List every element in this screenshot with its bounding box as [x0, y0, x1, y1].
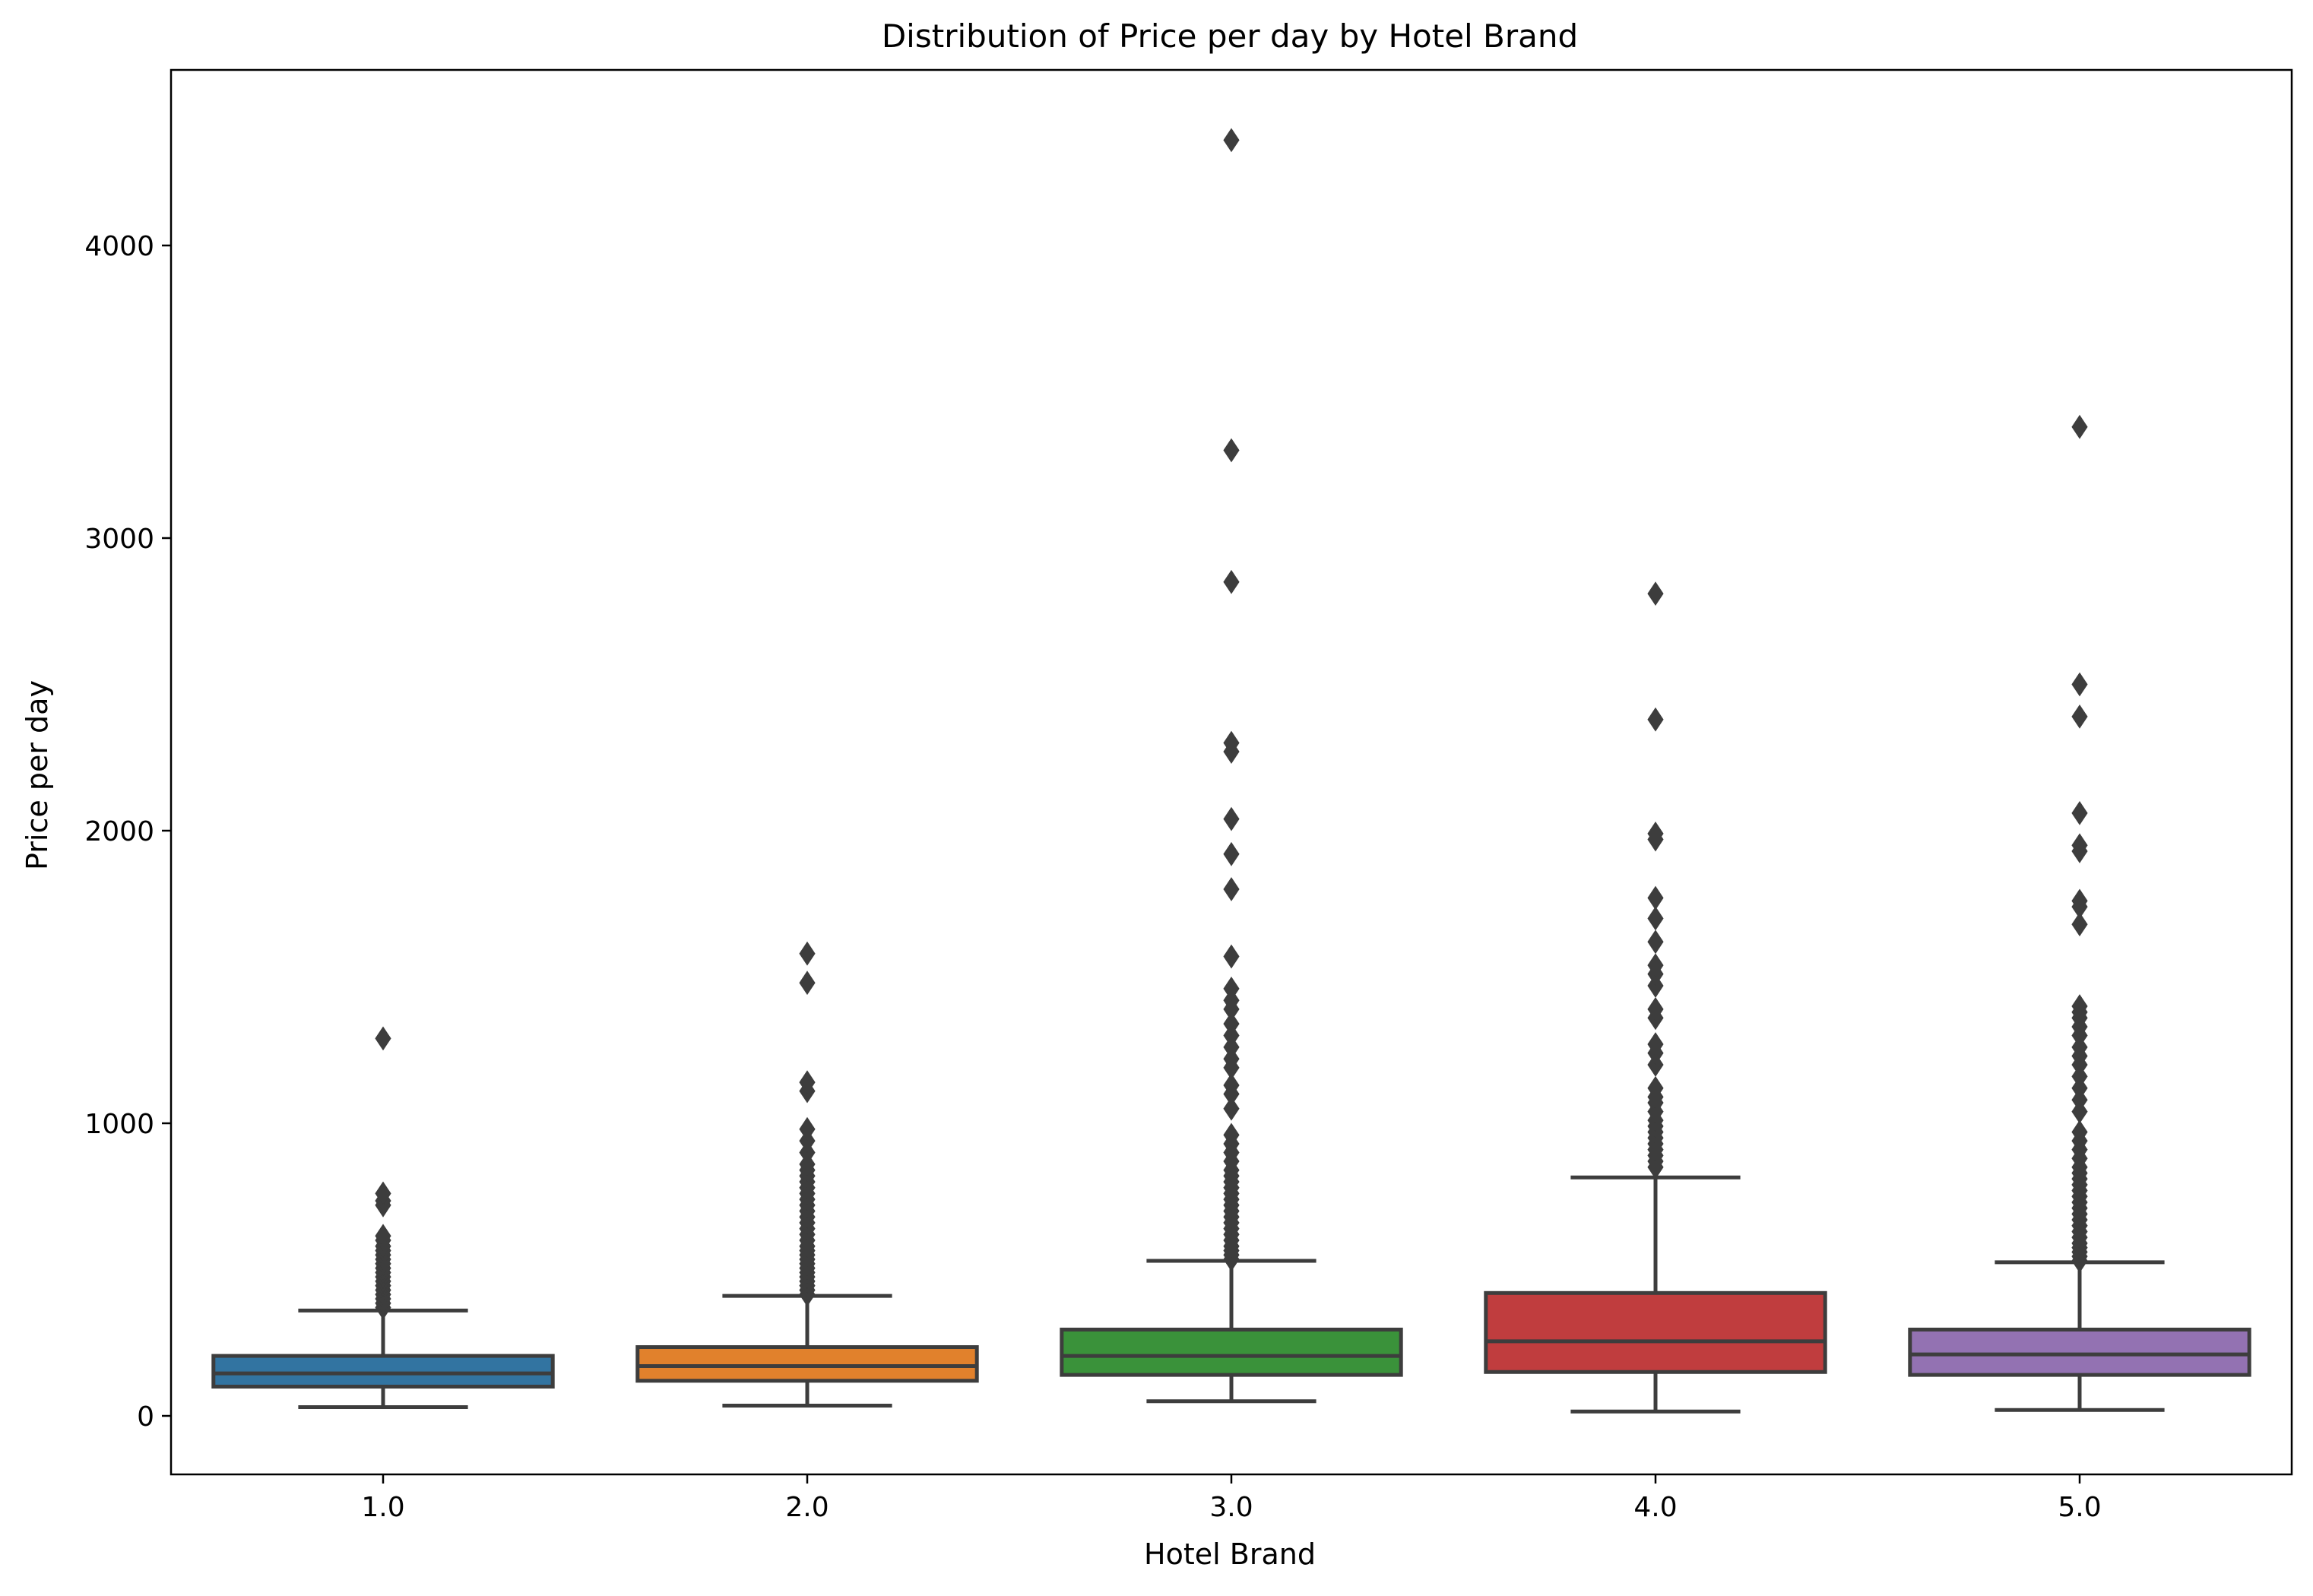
y-tick-label: 0: [137, 1401, 154, 1433]
x-tick-label: 2.0: [785, 1492, 829, 1523]
box-group-4-0: 4.0: [1484, 581, 1827, 1523]
outlier-point: [2071, 888, 2088, 914]
outlier-point: [2071, 912, 2088, 937]
outlier-point: [2071, 414, 2088, 439]
outlier-point: [1223, 806, 1240, 831]
x-tick-label: 1.0: [361, 1492, 404, 1523]
iqr-box: [635, 1345, 979, 1383]
x-axis-label: Hotel Brand: [1144, 1537, 1316, 1571]
chart-title: Distribution of Price per day by Hotel B…: [882, 17, 1578, 55]
outlier-point: [1647, 581, 1664, 606]
outlier-point: [1647, 885, 1664, 910]
outlier-point: [1223, 128, 1240, 153]
outlier-point: [1223, 569, 1240, 594]
y-tick-label: 2000: [84, 816, 154, 847]
x-tick-label: 4.0: [1633, 1492, 1677, 1523]
outlier-point: [375, 1224, 391, 1249]
outlier-point: [1223, 1123, 1240, 1148]
outlier-point: [1223, 1073, 1240, 1097]
outlier-point: [2071, 704, 2088, 729]
outlier-point: [1223, 841, 1240, 866]
outlier-point: [1647, 953, 1664, 978]
outlier-point: [1223, 730, 1240, 755]
box-group-5-0: 5.0: [1908, 414, 2251, 1523]
outlier-point: [1647, 906, 1664, 931]
outlier-point: [1647, 929, 1664, 955]
iqr-box: [211, 1354, 555, 1389]
outlier-point: [1647, 1075, 1664, 1100]
outlier-point: [1647, 707, 1664, 732]
outlier-point: [1223, 877, 1240, 901]
outlier-point: [799, 1116, 816, 1142]
box-group-3-0: 3.0: [1060, 128, 1403, 1523]
outlier-point: [1647, 1032, 1664, 1056]
outlier-point: [1223, 976, 1240, 1001]
y-tick-label: 3000: [84, 524, 154, 555]
outlier-point: [2071, 672, 2088, 697]
outlier-point: [1223, 1096, 1240, 1121]
outlier-point: [2071, 1119, 2088, 1145]
outlier-point: [2071, 833, 2088, 858]
plot-area: 0 1000 2000 3000 4000 1.0 2.0 3.0 4.0 5.0: [84, 68, 2293, 1523]
y-tick-label: 4000: [84, 231, 154, 262]
outlier-point: [799, 1070, 816, 1095]
y-axis-label: Price per day: [21, 680, 54, 870]
x-tick-label: 3.0: [1209, 1492, 1253, 1523]
iqr-box: [1484, 1290, 1827, 1374]
outlier-point: [799, 941, 816, 966]
outlier-point: [1223, 944, 1240, 969]
iqr-box: [1060, 1327, 1403, 1377]
box-group-2-0: 2.0: [635, 941, 979, 1523]
outlier-point: [2071, 994, 2088, 1018]
outlier-point: [375, 1181, 391, 1206]
outlier-point: [799, 971, 816, 996]
y-tick-label: 1000: [84, 1109, 154, 1140]
iqr-box: [1908, 1327, 2251, 1377]
outlier-point: [1647, 821, 1664, 846]
outlier-point: [1647, 996, 1664, 1021]
outlier-point: [2071, 800, 2088, 825]
box-group-1-0: 1.0: [211, 1026, 555, 1523]
x-tick-label: 5.0: [2058, 1492, 2101, 1523]
outlier-point: [1223, 438, 1240, 463]
outlier-point: [1223, 1012, 1240, 1037]
outlier-point: [375, 1026, 391, 1051]
